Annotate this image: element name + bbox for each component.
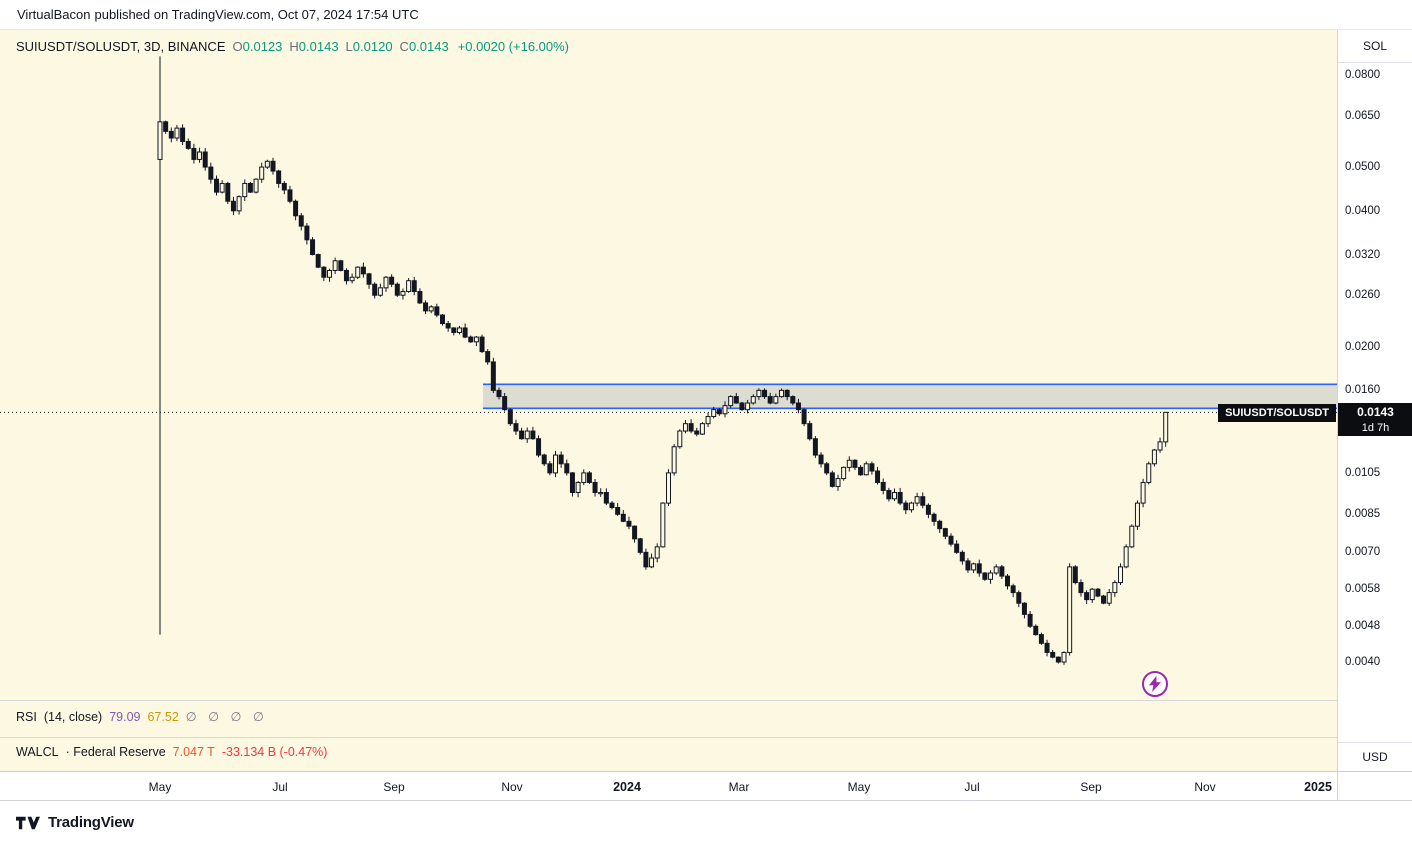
lightning-icon[interactable] [1142,671,1168,697]
price-axis-label: 0.0320 [1345,248,1381,261]
time-axis[interactable]: May Jul Sep Nov 2024 Mar May Jul Sep Nov 2025 [0,771,1412,801]
rsi-value: 79.09 [109,710,141,724]
footer: TradingView [0,801,1412,844]
price-chart-pane[interactable]: SUIUSDT/SOLUSDT, 3D, BINANCE O0.0123 H0.… [0,30,1337,771]
rsi-params: (14, close) [43,710,103,724]
price-axis-label: 0.0105 [1345,466,1381,479]
time-axis-label: Nov [501,780,523,794]
legend-symbol: SUIUSDT/SOLUSDT, 3D, BINANCE [16,39,226,54]
rsi-empty-values: ∅ ∅ ∅ ∅ [185,710,268,724]
time-axis-label: Sep [383,780,405,794]
price-axis-unit-sol[interactable]: SOL [1338,30,1412,63]
time-axis-label: 2025 [1304,780,1332,794]
price-axis-label: 0.0500 [1345,161,1381,174]
pane-divider[interactable] [0,700,1337,701]
price-axis-label: 0.0800 [1345,69,1381,81]
time-axis-label: Mar [728,780,750,794]
chart-legend[interactable]: SUIUSDT/SOLUSDT, 3D, BINANCE O0.0123 H0.… [16,39,569,54]
published-info-text: published on TradingView.com, Oct 07, 20… [94,7,419,22]
legend-close-value: 0.0143 [408,39,449,54]
price-axis-label: 0.0048 [1345,620,1381,633]
series-price-flag: SUIUSDT/SOLUSDT [1218,404,1336,423]
legend-low-value: 0.0120 [352,39,393,54]
legend-change: +0.0020 (+16.00%) [457,39,570,54]
legend-open-label: O [232,39,243,54]
rsi-ma-value: 67.52 [147,710,179,724]
price-axis-label: 0.0058 [1345,583,1381,596]
published-author-link[interactable]: VirtualBacon [17,7,91,22]
candlestick-chart [0,56,1337,665]
time-axis-label: Sep [1080,780,1102,794]
time-axis-label: Jul [964,780,980,794]
tradingview-wordmark[interactable]: TradingView [48,814,134,831]
lightning-bolt-icon [1149,676,1161,692]
walcl-value: 7.047 T [172,745,215,759]
rsi-title: RSI [16,710,37,724]
time-axis-label: 2024 [613,780,641,794]
walcl-title: WALCL [16,745,59,759]
bar-countdown: 1d 7h [1361,422,1390,435]
price-axis-label: 0.0085 [1345,508,1381,521]
time-axis-label: May [847,780,871,794]
legend-open-value: 0.0123 [242,39,283,54]
price-axis-label: 0.0200 [1345,340,1381,353]
legend-high-value: 0.0143 [298,39,339,54]
axis-corner-divider [1337,772,1338,801]
published-bar: VirtualBacon published on TradingView.co… [0,0,1412,30]
price-axis-label: 0.0400 [1345,204,1381,217]
price-axis-unit-usd[interactable]: USD [1338,742,1412,771]
price-axis-label: 0.0650 [1345,109,1381,122]
time-axis-label: May [148,780,172,794]
legend-high-label: H [289,39,299,54]
price-axis-label: 0.0040 [1345,656,1381,668]
walcl-change: -33.134 B (-0.47%) [221,745,328,759]
price-axis-label: 0.0160 [1345,384,1381,397]
tradingview-logo-icon[interactable] [16,816,40,830]
legend-close-label: C [399,39,409,54]
price-axis[interactable]: SOL 0.0800 0.0650 0.0500 0.0400 0.0320 0.0260… [1337,30,1412,771]
price-axis-label: 0.0260 [1345,289,1381,302]
price-axis-label: 0.0070 [1345,546,1381,559]
walcl-source: · Federal Reserve [65,745,166,759]
current-price-label: 0.0143 1d 7h [1338,403,1412,437]
rsi-indicator-legend[interactable]: RSI (14, close) 79.09 67.52 ∅ ∅ ∅ ∅ [16,709,268,724]
current-price-value: 0.0143 [1357,405,1394,420]
time-axis-label: Jul [272,780,288,794]
pane-divider[interactable] [0,737,1337,738]
time-axis-label: Nov [1194,780,1216,794]
walcl-indicator-legend[interactable]: WALCL · Federal Reserve 7.047 T -33.134 … [16,745,327,759]
legend-low-label: L [345,39,353,54]
